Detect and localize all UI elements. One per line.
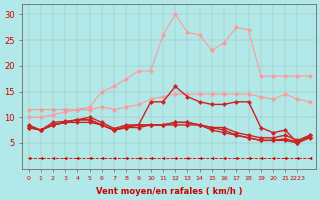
X-axis label: Vent moyen/en rafales ( km/h ): Vent moyen/en rafales ( km/h ) [96, 187, 242, 196]
